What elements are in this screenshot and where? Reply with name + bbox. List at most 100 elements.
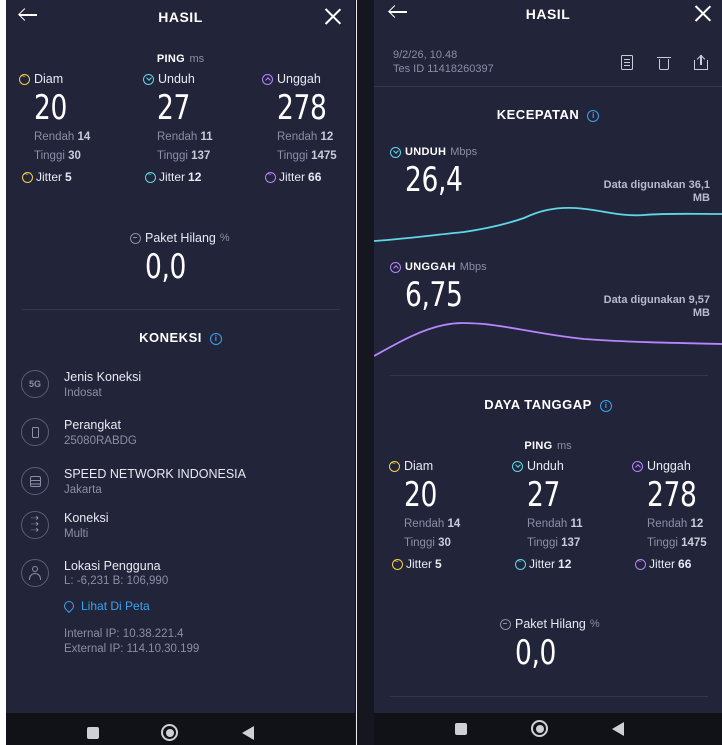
ping-download-jitter: Jitter 12 xyxy=(145,169,201,184)
download-speed-line xyxy=(374,206,722,242)
right-navigation-bar xyxy=(374,713,722,745)
connections-value: Multi xyxy=(64,528,89,540)
jitter-icon xyxy=(265,169,276,183)
ping-upload-value: 278 xyxy=(647,475,697,515)
info-icon[interactable]: i xyxy=(209,333,222,345)
server-title: SPEED NETWORK INDONESIA xyxy=(64,467,246,481)
close-icon[interactable] xyxy=(324,7,342,25)
back-arrow-icon[interactable] xyxy=(18,8,38,22)
ping-download-low: Rendah 11 xyxy=(527,518,583,530)
screen-divider xyxy=(355,0,374,745)
ping-idle-high: Tinggi 30 xyxy=(404,537,451,549)
download-speed-value: 26,4 xyxy=(405,160,463,200)
jitter-icon xyxy=(515,556,526,570)
divider xyxy=(390,375,708,376)
report-icon[interactable] xyxy=(621,55,633,70)
ping-heading: PING ms xyxy=(524,440,572,452)
divider xyxy=(22,309,340,310)
server-location: Jakarta xyxy=(64,484,102,496)
ping-column-download: Unduh xyxy=(512,459,564,473)
left-results-panel: HASIL PING ms Diam 20 Rendah 14 Tinggi 3… xyxy=(6,0,355,745)
idle-icon xyxy=(19,71,30,85)
info-icon[interactable]: i xyxy=(587,110,600,122)
download-icon xyxy=(390,146,401,158)
packet-loss-icon xyxy=(130,232,141,244)
upload-label: UNGGAH Mbps xyxy=(390,261,487,273)
packet-loss-value: 0,0 xyxy=(515,633,557,673)
ping-idle-value: 20 xyxy=(404,475,437,515)
packet-loss-label: Paket Hilang % xyxy=(500,617,600,631)
upload-icon xyxy=(390,261,401,273)
ping-upload-high: Tinggi 1475 xyxy=(647,537,707,549)
ping-upload-jitter: Jitter 66 xyxy=(265,169,321,184)
connection-type-title: Jenis Koneksi xyxy=(64,370,142,384)
device-value: 25080RABDG xyxy=(64,435,137,447)
back-icon[interactable] xyxy=(612,722,624,736)
idle-icon xyxy=(389,458,400,472)
ping-download-high: Tinggi 137 xyxy=(527,537,581,549)
ping-download-jitter: Jitter 12 xyxy=(515,556,571,571)
trash-icon[interactable] xyxy=(657,56,671,71)
home-icon[interactable] xyxy=(531,720,548,737)
ping-idle-value: 20 xyxy=(34,88,67,128)
ping-column-upload: Unggah xyxy=(262,72,321,86)
upload-data-used: Data digunakan 9,57 MB xyxy=(603,294,710,319)
ping-idle-low: Rendah 14 xyxy=(404,518,461,530)
ping-upload-low: Rendah 12 xyxy=(647,518,704,530)
recent-apps-icon[interactable] xyxy=(455,723,467,735)
user-location-title: Lokasi Pengguna xyxy=(64,559,161,573)
connection-heading: KONEKSI i xyxy=(6,329,355,347)
view-on-map-link[interactable]: Lihat Di Peta xyxy=(61,598,150,614)
5g-icon: 5G xyxy=(21,370,49,398)
responsiveness-heading: DAYA TANGGAP i xyxy=(374,396,722,414)
download-icon xyxy=(512,460,523,472)
upload-icon xyxy=(262,73,273,85)
back-arrow-icon[interactable] xyxy=(388,5,408,19)
ping-download-high: Tinggi 137 xyxy=(157,150,211,162)
share-icon[interactable] xyxy=(694,54,708,70)
header-title: HASIL xyxy=(158,9,203,25)
phone-icon xyxy=(21,418,49,446)
connection-type-value: Indosat xyxy=(64,387,102,399)
ping-column-idle: Diam xyxy=(389,458,433,473)
ping-column-upload: Unggah xyxy=(632,459,691,473)
ping-idle-high: Tinggi 30 xyxy=(34,150,81,162)
home-icon[interactable] xyxy=(161,724,178,741)
download-data-used: Data digunakan 36,1 MB xyxy=(603,179,710,204)
ping-column-idle: Diam xyxy=(19,71,129,86)
info-icon[interactable]: i xyxy=(599,400,612,412)
ping-idle-jitter: Jitter 5 xyxy=(392,556,442,571)
left-navigation-bar xyxy=(6,713,355,745)
map-pin-icon xyxy=(61,598,77,614)
jitter-icon xyxy=(22,169,33,183)
ping-upload-low: Rendah 12 xyxy=(277,131,334,143)
ping-download-value: 27 xyxy=(527,475,560,515)
upload-speed-graph xyxy=(374,322,722,357)
ping-upload-jitter: Jitter 66 xyxy=(635,556,691,571)
server-icon xyxy=(21,467,49,495)
device-title: Perangkat xyxy=(64,418,121,432)
packet-loss-value: 0,0 xyxy=(145,247,187,287)
jitter-icon xyxy=(635,556,646,570)
connections-title: Koneksi xyxy=(64,511,109,525)
ping-download-low: Rendah 11 xyxy=(157,131,213,143)
recent-apps-icon[interactable] xyxy=(87,727,99,739)
ping-upload-high: Tinggi 1475 xyxy=(277,150,337,162)
jitter-icon xyxy=(145,169,156,183)
close-icon[interactable] xyxy=(694,4,712,22)
user-icon xyxy=(21,559,49,587)
ping-upload-value: 278 xyxy=(277,88,327,128)
upload-icon xyxy=(632,460,643,472)
download-speed-graph xyxy=(374,206,722,242)
upload-speed-line xyxy=(374,322,722,357)
packet-loss-label: Paket Hilang % xyxy=(130,231,230,245)
divider xyxy=(374,86,722,87)
ping-heading: PING ms xyxy=(156,53,205,65)
back-icon[interactable] xyxy=(242,726,254,740)
user-location-coords: L: -6,231 B: 106,990 xyxy=(64,575,169,587)
ping-idle-low: Rendah 14 xyxy=(34,131,91,143)
download-label: UNDUH Mbps xyxy=(390,146,477,158)
test-date: 9/2/26, 10.48 xyxy=(393,49,458,61)
ping-download-value: 27 xyxy=(157,88,190,128)
upload-speed-value: 6,75 xyxy=(405,275,463,315)
